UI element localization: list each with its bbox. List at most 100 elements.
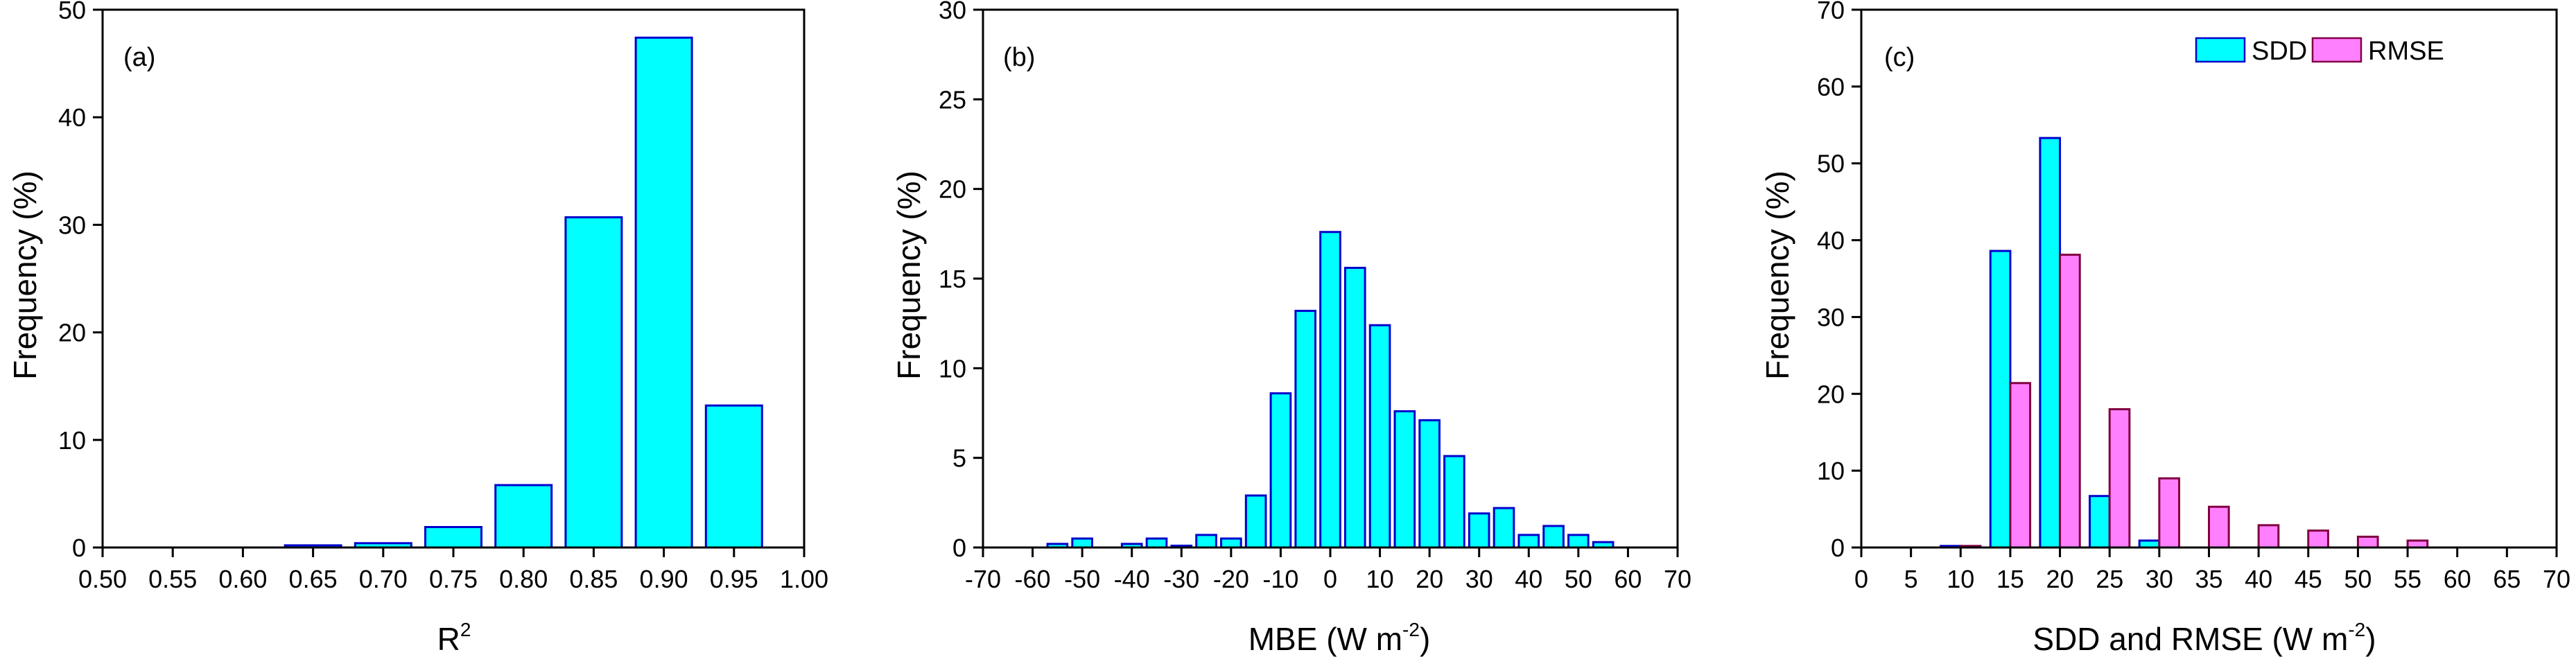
y-tick-label: 0 — [1831, 534, 1845, 562]
panel-label: (b) — [1003, 43, 1035, 72]
y-axis-label: Frequency (%) — [1759, 170, 1795, 380]
y-tick-label: 20 — [1817, 380, 1845, 408]
bar-mbe — [1418, 419, 1441, 549]
x-tick-label: 0.55 — [148, 565, 197, 593]
x-tick-label: 5 — [1904, 565, 1918, 593]
x-tick-label: 0.70 — [359, 565, 408, 593]
bar-r2 — [564, 216, 623, 549]
x-tick-label: 0 — [1854, 565, 1868, 593]
bar-sdd — [2039, 137, 2062, 549]
x-tick-label: 10 — [1947, 565, 1974, 593]
x-axis-label-tail: ) — [1420, 621, 1430, 657]
bar-mbe — [1269, 392, 1292, 549]
x-tick-label: 70 — [1664, 565, 1691, 593]
x-tick-label: 10 — [1366, 565, 1394, 593]
y-tick-label: 70 — [1817, 0, 1845, 24]
x-axis-label-main: SDD and RMSE (W m — [2033, 621, 2348, 657]
y-tick-label: 0 — [952, 534, 966, 562]
y-tick-label: 0 — [72, 534, 86, 562]
x-tick-label: 50 — [2344, 565, 2372, 593]
legend: SDD RMSE — [2195, 37, 2444, 66]
bar-sdd — [1989, 249, 2012, 549]
x-tick-label: 0.90 — [640, 565, 688, 593]
bar-mbe — [1294, 310, 1317, 549]
x-tick-label: 55 — [2394, 565, 2421, 593]
x-tick-label: 1.00 — [780, 565, 828, 593]
x-tick-label: 0 — [1323, 565, 1337, 593]
bar-r2 — [494, 484, 553, 549]
y-tick-label: 60 — [1817, 73, 1845, 101]
x-tick-label: -50 — [1064, 565, 1100, 593]
x-axis-label: MBE (W m-2) — [1248, 619, 1431, 657]
bar-r2 — [704, 404, 763, 549]
bar-r2 — [634, 36, 693, 549]
x-tick-label: 70 — [2543, 565, 2570, 593]
y-axis-label: Frequency (%) — [891, 170, 927, 380]
x-tick-label: 0.65 — [289, 565, 338, 593]
bar-mbe — [1542, 525, 1565, 549]
x-tick-label: -70 — [965, 565, 1001, 593]
y-tick-label: 40 — [1817, 227, 1845, 255]
x-axis-label: R2 — [437, 619, 471, 657]
bar-rmse — [2009, 382, 2032, 549]
x-axis-label-main: R — [437, 621, 460, 657]
bar-mbe — [1468, 512, 1490, 549]
panel-label: (c) — [1884, 43, 1915, 72]
bar-rmse — [2356, 535, 2379, 549]
y-tick-label: 20 — [939, 175, 966, 204]
x-tick-label: 20 — [2046, 565, 2074, 593]
x-tick-label: -20 — [1213, 565, 1249, 593]
plot-frame — [1860, 8, 2558, 549]
bar-rmse — [2158, 477, 2181, 549]
x-axis-label: SDD and RMSE (W m-2) — [2033, 619, 2376, 657]
y-tick-label: 5 — [952, 444, 966, 473]
x-tick-label: -40 — [1114, 565, 1150, 593]
x-tick-label: 60 — [1614, 565, 1642, 593]
bar-mbe — [1393, 410, 1416, 549]
bar-mbe — [1343, 266, 1366, 549]
y-tick-label: 10 — [1817, 457, 1845, 485]
x-axis-label-sup: -2 — [1402, 619, 1420, 640]
bar-mbe — [1195, 534, 1217, 549]
bar-mbe — [1071, 537, 1093, 549]
y-tick-label: 30 — [58, 211, 86, 239]
x-tick-label: 50 — [1565, 565, 1592, 593]
bar-mbe — [1443, 455, 1465, 549]
x-tick-label: 25 — [2096, 565, 2123, 593]
bar-sdd — [2089, 495, 2111, 549]
x-tick-label: 35 — [2195, 565, 2222, 593]
bar-r2 — [424, 526, 482, 549]
x-tick-label: 40 — [1515, 565, 1542, 593]
y-tick-label: 10 — [58, 426, 86, 455]
y-tick-label: 50 — [58, 0, 86, 24]
x-tick-label: 65 — [2493, 565, 2521, 593]
x-tick-label: 0.60 — [218, 565, 267, 593]
x-tick-label: 0.75 — [429, 565, 478, 593]
bar-mbe — [1220, 537, 1242, 549]
x-tick-label: 30 — [2146, 565, 2173, 593]
legend-label-rmse: RMSE — [2368, 37, 2444, 66]
x-tick-label: 0.85 — [569, 565, 618, 593]
x-tick-label: -10 — [1262, 565, 1298, 593]
panel-b: (b) Frequency (%) MBE (W m-2) -70 -60 -50-… — [891, 0, 1691, 657]
x-tick-label: 15 — [1996, 565, 2024, 593]
bar-mbe — [1492, 507, 1515, 549]
bar-rmse — [2108, 408, 2131, 549]
x-tick-label: -30 — [1163, 565, 1199, 593]
bar-rmse — [2257, 524, 2280, 549]
legend-label-sdd: SDD — [2252, 37, 2307, 66]
x-tick-label: 40 — [2245, 565, 2272, 593]
y-tick-label: 15 — [939, 265, 966, 293]
x-tick-label: 0.95 — [710, 565, 758, 593]
panel-a: (a) Frequency (%) R2 0.50 0.55 0.60 0.65 0.7… — [7, 0, 828, 657]
x-tick-label: 30 — [1465, 565, 1493, 593]
x-tick-label: -60 — [1015, 565, 1051, 593]
y-tick-label: 25 — [939, 85, 966, 114]
y-tick-label: 40 — [58, 103, 86, 132]
bar-rmse — [2059, 254, 2081, 549]
y-tick-label: 10 — [939, 354, 966, 383]
bar-mbe — [1319, 231, 1341, 549]
bar-mbe — [1567, 534, 1590, 549]
x-axis-label-tail: ) — [2365, 621, 2376, 657]
